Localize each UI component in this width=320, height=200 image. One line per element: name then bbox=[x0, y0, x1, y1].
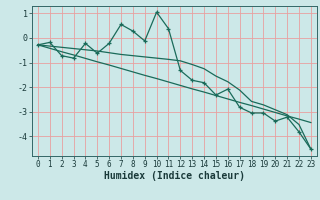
X-axis label: Humidex (Indice chaleur): Humidex (Indice chaleur) bbox=[104, 171, 245, 181]
